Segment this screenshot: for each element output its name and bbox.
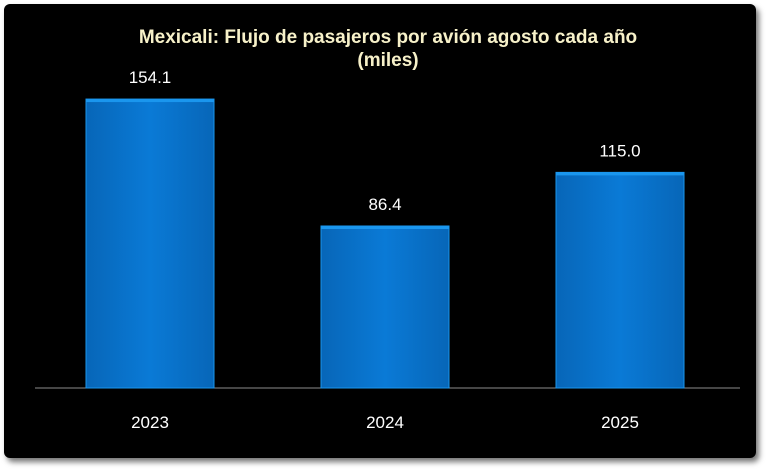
chart-title: Mexicali: Flujo de pasajeros por avión a…	[139, 27, 637, 48]
bar-top-highlight-2024	[321, 226, 449, 229]
bar-2023	[85, 98, 215, 389]
bar-2024	[320, 225, 450, 389]
chart-subtitle: (miles)	[357, 50, 418, 71]
bar-2025	[555, 171, 685, 389]
value-label-2025: 115.0	[599, 141, 640, 160]
value-label-2024: 86.4	[368, 195, 401, 214]
value-label-2023: 154.1	[129, 68, 172, 87]
category-label-2025: 2025	[601, 413, 639, 432]
bar-top-highlight-2023	[86, 99, 214, 103]
category-label-2024: 2024	[366, 413, 404, 432]
bar-top-highlight-2025	[556, 172, 684, 176]
category-label-2023: 2023	[131, 413, 169, 432]
bars-group: 154.1 2023 86.4 2024 115.0 2025	[85, 68, 685, 432]
